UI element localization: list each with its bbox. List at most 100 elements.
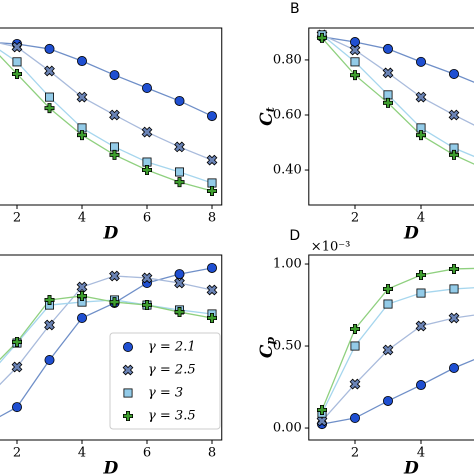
marker (206, 185, 218, 196)
plot-area (316, 29, 474, 165)
series-line (321, 34, 474, 126)
marker (350, 57, 360, 67)
marker (174, 277, 185, 289)
marker (141, 300, 153, 311)
x-axis-label: D (103, 459, 119, 474)
x-tick-label: 4 (417, 211, 425, 226)
x-tick-label: 2 (13, 446, 21, 461)
series-line (321, 267, 474, 411)
series-line (0, 267, 213, 418)
series-line (321, 358, 474, 425)
y-tick-label: 0.80 (273, 52, 302, 67)
marker (206, 284, 218, 296)
legend-marker (123, 410, 134, 422)
marker (109, 70, 120, 81)
marker (383, 90, 393, 100)
plot-area (316, 263, 474, 430)
offset-label: ×10⁻³ (311, 240, 351, 255)
legend-label: γ = 3 (148, 386, 183, 401)
marker (448, 109, 460, 121)
marker (11, 402, 22, 413)
legend-label: γ = 3.5 (148, 409, 196, 424)
legend-label: γ = 2.1 (148, 340, 196, 355)
marker (174, 167, 184, 177)
marker (350, 341, 360, 351)
marker (44, 294, 55, 305)
marker (207, 178, 217, 188)
marker (44, 43, 55, 54)
marker (383, 299, 393, 309)
marker (448, 363, 459, 374)
marker (12, 57, 22, 67)
marker (77, 290, 87, 301)
marker (109, 270, 120, 282)
series-line (0, 295, 213, 361)
marker (141, 126, 153, 138)
marker (142, 157, 152, 167)
series-line (321, 36, 474, 83)
marker (415, 270, 427, 281)
marker (11, 41, 23, 53)
axes-frame (0, 27, 223, 206)
axes-frame (308, 27, 474, 206)
marker (349, 70, 361, 81)
marker (415, 56, 426, 67)
marker (206, 111, 217, 122)
series-line (0, 275, 213, 386)
series-line (0, 42, 213, 161)
marker (349, 378, 361, 390)
marker (448, 68, 459, 79)
marker (382, 395, 393, 406)
x-tick-label: 8 (208, 211, 216, 226)
series-line (0, 55, 213, 192)
x-tick-label: 6 (143, 446, 151, 461)
x-axis-label: D (403, 224, 419, 244)
marker (44, 65, 55, 77)
axes-frame (308, 254, 474, 441)
marker (206, 313, 218, 324)
panel-letter: D (289, 228, 300, 244)
legend-box (109, 332, 221, 430)
marker (141, 83, 152, 94)
x-axis-label: D (403, 459, 419, 474)
marker (109, 109, 120, 121)
marker (349, 323, 361, 334)
x-tick-label: 2 (13, 211, 21, 226)
marker (76, 91, 88, 103)
x-tick-label: 2 (351, 446, 359, 461)
marker (174, 177, 185, 188)
marker (448, 149, 460, 160)
legend-marker (123, 341, 134, 352)
marker (415, 130, 427, 141)
plot-area (0, 262, 218, 418)
y-axis-label-sub: t (264, 107, 277, 112)
marker (448, 263, 460, 274)
marker (316, 404, 328, 415)
series-line (0, 42, 213, 117)
marker (349, 37, 360, 48)
series-line (321, 287, 474, 414)
marker (109, 149, 120, 160)
marker (11, 361, 23, 373)
x-tick-label: 6 (143, 211, 151, 226)
marker (141, 165, 153, 176)
marker (44, 103, 55, 114)
marker (174, 141, 185, 153)
y-axis-label-base: C (256, 112, 276, 126)
series-line (321, 37, 474, 165)
legend-marker (122, 364, 134, 376)
marker (316, 32, 328, 43)
marker (174, 95, 185, 106)
marker (382, 344, 394, 356)
marker (109, 297, 120, 308)
marker (349, 413, 360, 424)
marker (382, 67, 394, 79)
marker (382, 43, 393, 54)
marker (349, 44, 361, 56)
marker (110, 142, 120, 152)
plot-area (0, 38, 218, 196)
marker (45, 92, 55, 102)
marker (415, 320, 427, 332)
marker (44, 355, 55, 366)
